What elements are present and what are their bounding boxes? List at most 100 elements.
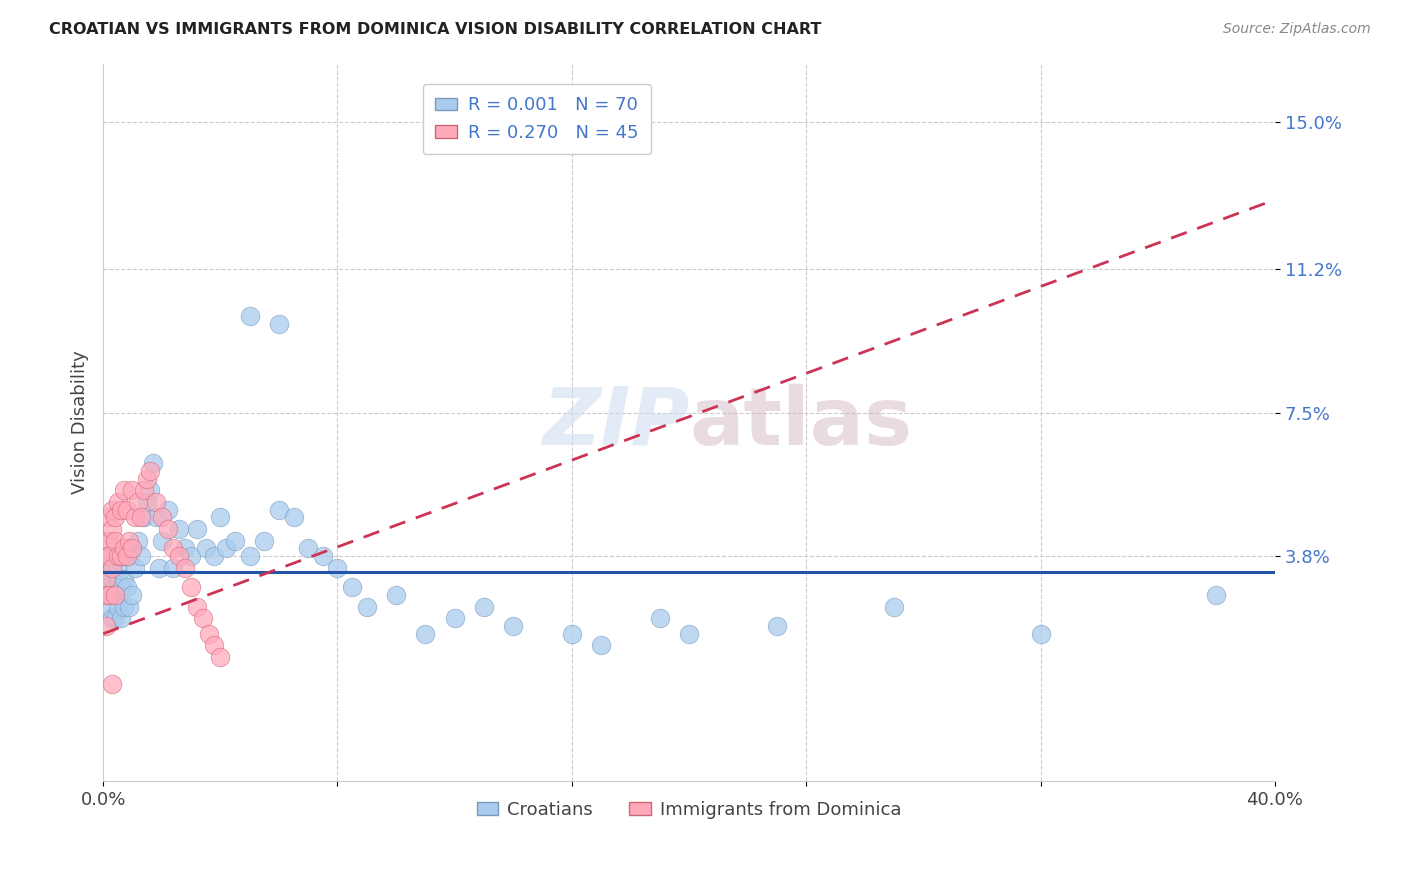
Point bbox=[204, 549, 226, 564]
Point bbox=[112, 573, 135, 587]
Point bbox=[883, 599, 905, 614]
Point bbox=[101, 522, 124, 536]
Point bbox=[104, 533, 127, 548]
Point bbox=[94, 533, 117, 548]
Point bbox=[283, 510, 305, 524]
Point bbox=[118, 549, 141, 564]
Point bbox=[101, 588, 124, 602]
Point bbox=[253, 533, 276, 548]
Point bbox=[129, 549, 152, 564]
Point bbox=[169, 522, 191, 536]
Point bbox=[112, 483, 135, 498]
Point bbox=[150, 533, 173, 548]
Point bbox=[174, 561, 197, 575]
Point bbox=[101, 502, 124, 516]
Point bbox=[115, 541, 138, 556]
Point bbox=[112, 549, 135, 564]
Point bbox=[104, 510, 127, 524]
Point bbox=[94, 565, 117, 579]
Point bbox=[112, 541, 135, 556]
Point bbox=[180, 580, 202, 594]
Point bbox=[561, 626, 583, 640]
Point bbox=[107, 495, 129, 509]
Point bbox=[121, 541, 143, 556]
Point bbox=[94, 619, 117, 633]
Point bbox=[110, 549, 132, 564]
Point bbox=[98, 549, 121, 564]
Point bbox=[124, 561, 146, 575]
Point bbox=[174, 541, 197, 556]
Point bbox=[186, 599, 208, 614]
Text: Source: ZipAtlas.com: Source: ZipAtlas.com bbox=[1223, 22, 1371, 37]
Point bbox=[204, 638, 226, 652]
Point bbox=[98, 549, 121, 564]
Point bbox=[107, 599, 129, 614]
Point bbox=[115, 580, 138, 594]
Point bbox=[415, 626, 437, 640]
Point bbox=[121, 541, 143, 556]
Point bbox=[145, 510, 167, 524]
Point bbox=[101, 573, 124, 587]
Point bbox=[224, 533, 246, 548]
Point bbox=[107, 561, 129, 575]
Y-axis label: Vision Disability: Vision Disability bbox=[72, 351, 89, 494]
Point bbox=[340, 580, 363, 594]
Point bbox=[98, 510, 121, 524]
Point bbox=[142, 456, 165, 470]
Point bbox=[94, 549, 117, 564]
Text: CROATIAN VS IMMIGRANTS FROM DOMINICA VISION DISABILITY CORRELATION CHART: CROATIAN VS IMMIGRANTS FROM DOMINICA VIS… bbox=[49, 22, 821, 37]
Point bbox=[94, 580, 117, 594]
Point bbox=[267, 502, 290, 516]
Point bbox=[98, 580, 121, 594]
Point bbox=[312, 549, 335, 564]
Point bbox=[104, 580, 127, 594]
Point bbox=[134, 510, 156, 524]
Point bbox=[98, 599, 121, 614]
Point bbox=[156, 522, 179, 536]
Point bbox=[107, 573, 129, 587]
Text: ZIP: ZIP bbox=[541, 384, 689, 461]
Point bbox=[1029, 626, 1052, 640]
Point bbox=[101, 677, 124, 691]
Point bbox=[115, 549, 138, 564]
Point bbox=[104, 588, 127, 602]
Point bbox=[110, 611, 132, 625]
Point bbox=[110, 549, 132, 564]
Point bbox=[502, 619, 524, 633]
Point bbox=[443, 611, 465, 625]
Point bbox=[136, 472, 159, 486]
Point bbox=[101, 561, 124, 575]
Point bbox=[127, 533, 149, 548]
Point bbox=[186, 522, 208, 536]
Point bbox=[98, 588, 121, 602]
Point bbox=[148, 561, 170, 575]
Point bbox=[385, 588, 408, 602]
Point bbox=[129, 510, 152, 524]
Point bbox=[356, 599, 378, 614]
Point bbox=[191, 611, 214, 625]
Point bbox=[101, 561, 124, 575]
Point bbox=[209, 510, 232, 524]
Point bbox=[94, 588, 117, 602]
Point bbox=[139, 464, 162, 478]
Point bbox=[648, 611, 671, 625]
Point bbox=[239, 309, 262, 323]
Point bbox=[267, 317, 290, 331]
Point bbox=[136, 495, 159, 509]
Point bbox=[115, 502, 138, 516]
Point bbox=[104, 588, 127, 602]
Point bbox=[678, 626, 700, 640]
Point bbox=[121, 588, 143, 602]
Point bbox=[215, 541, 238, 556]
Point bbox=[150, 510, 173, 524]
Point bbox=[110, 580, 132, 594]
Text: atlas: atlas bbox=[689, 384, 912, 461]
Point bbox=[156, 502, 179, 516]
Point bbox=[766, 619, 789, 633]
Point bbox=[472, 599, 495, 614]
Point bbox=[94, 573, 117, 587]
Point bbox=[194, 541, 217, 556]
Point bbox=[127, 495, 149, 509]
Point bbox=[180, 549, 202, 564]
Point bbox=[124, 510, 146, 524]
